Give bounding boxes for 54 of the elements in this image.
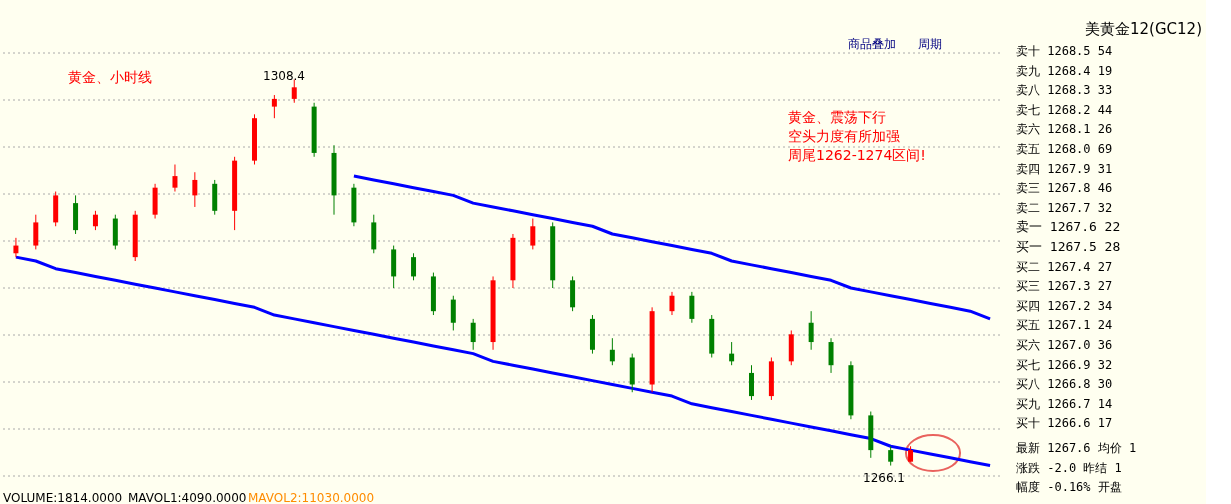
candlestick: [13, 237, 19, 258]
annotation: 黄金、小时线: [68, 69, 152, 85]
text: 1266.1: [863, 471, 905, 485]
candlestick: [609, 337, 615, 366]
candlestick: [689, 291, 695, 324]
text: 卖八 1268.3 33: [1016, 83, 1113, 98]
text: 最新 1267.6 均价 1: [1016, 441, 1137, 455]
annotation: 1308.4: [263, 69, 305, 83]
text: 买九 1266.7 14: [1016, 396, 1113, 411]
text: 买三 1267.3 27: [1016, 279, 1113, 294]
text: 卖二 1267.7 32: [1016, 200, 1113, 215]
candlestick: [828, 337, 834, 374]
text: 买二 1267.4 27: [1016, 259, 1113, 274]
text: 买十 1266.6 17: [1016, 416, 1113, 431]
text: 卖四 1267.9 31: [1016, 161, 1113, 176]
text: 周期: [918, 37, 942, 51]
text: 买八 1266.8 30: [1016, 377, 1113, 392]
text: 幅度 -0.16% 开盘: [1016, 480, 1122, 495]
candlestick: [92, 210, 98, 231]
candlestick: [888, 445, 894, 467]
text: MAVOL1:4090.0000: [128, 491, 247, 504]
candlestick: [271, 94, 277, 119]
candlestick: [470, 318, 476, 351]
candlestick: [669, 291, 675, 316]
candlestick: [33, 214, 39, 250]
candlestick: [729, 341, 735, 366]
candlestick: [411, 252, 417, 281]
text: 卖五 1268.0 69: [1016, 142, 1113, 156]
text: 卖十 1268.5 54: [1016, 44, 1113, 58]
candlestick: [749, 364, 755, 401]
text: 美黄金12(GC12): [1085, 20, 1202, 38]
text: 卖六 1268.1 26: [1016, 122, 1113, 137]
text: 买五 1267.1 24: [1016, 318, 1113, 333]
text: 卖三 1267.8 46: [1016, 181, 1113, 196]
annotation: 黄金、震荡下行: [788, 109, 886, 125]
candlestick: [450, 295, 456, 331]
candlestick: [291, 79, 297, 104]
annotation: 周尾1262-1274区间!: [788, 147, 926, 163]
text: 买四 1267.2 34: [1016, 298, 1113, 313]
text: 涨跌 -2.0 昨结 1: [1016, 460, 1122, 475]
text: MAVOL2:11030.0000: [248, 491, 375, 504]
candlestick: [172, 164, 178, 193]
text: 商品叠加: [848, 37, 896, 51]
text: 买六 1267.0 36: [1016, 338, 1113, 352]
text: 买七 1266.9 32: [1016, 357, 1113, 372]
candlestick: [808, 310, 814, 351]
text: VOLUME:1814.0000: [3, 491, 123, 504]
candlestick: [530, 218, 536, 250]
text: 卖九 1268.4 19: [1016, 63, 1113, 78]
candlestick: [192, 171, 198, 208]
text: 买一 1267.5 28: [1016, 239, 1121, 254]
annotation: 空头力度有所加强: [788, 128, 900, 144]
text: 卖七 1268.2 44: [1016, 102, 1113, 117]
text: 卖一 1267.6 22: [1016, 219, 1121, 235]
